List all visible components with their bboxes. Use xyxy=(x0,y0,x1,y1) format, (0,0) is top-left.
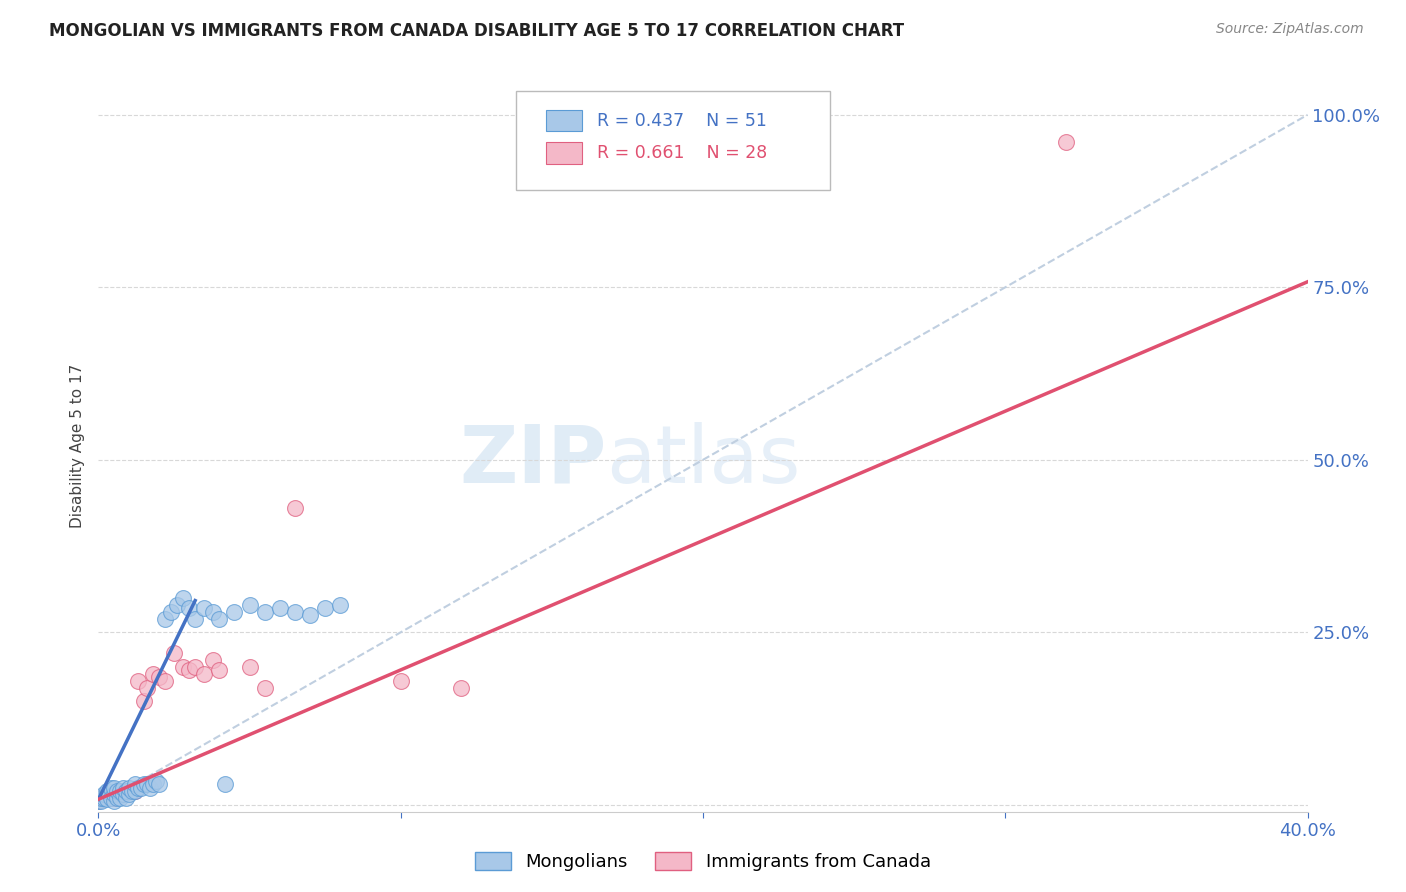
Point xyxy=(103,791,125,805)
Point xyxy=(96,784,118,798)
Point xyxy=(208,611,231,625)
Point xyxy=(111,780,134,795)
Point xyxy=(108,791,131,805)
Point xyxy=(114,784,136,798)
Point xyxy=(93,791,115,805)
Point xyxy=(139,780,162,795)
Point xyxy=(96,792,118,806)
Point xyxy=(148,670,170,684)
Text: ZIP: ZIP xyxy=(458,422,606,500)
Point xyxy=(208,663,231,677)
Point xyxy=(103,780,125,795)
Point xyxy=(108,784,131,798)
Point xyxy=(124,784,146,798)
Point xyxy=(253,681,276,695)
Point xyxy=(166,598,188,612)
Point xyxy=(389,673,412,688)
Point xyxy=(253,605,276,619)
Point xyxy=(142,666,165,681)
Point xyxy=(105,784,128,798)
Text: Source: ZipAtlas.com: Source: ZipAtlas.com xyxy=(1216,22,1364,37)
Point xyxy=(153,673,176,688)
Point xyxy=(132,694,155,708)
Point xyxy=(118,780,141,795)
Text: R = 0.437    N = 51: R = 0.437 N = 51 xyxy=(596,112,766,129)
Point xyxy=(90,791,112,805)
Point xyxy=(135,681,157,695)
Y-axis label: Disability Age 5 to 17: Disability Age 5 to 17 xyxy=(69,364,84,528)
Point xyxy=(118,784,141,798)
Point xyxy=(135,777,157,791)
Point xyxy=(284,605,307,619)
Text: R = 0.661    N = 28: R = 0.661 N = 28 xyxy=(596,145,766,162)
Point xyxy=(193,666,215,681)
Point xyxy=(145,773,167,788)
Point xyxy=(124,784,146,798)
Point xyxy=(103,794,125,808)
Point xyxy=(148,777,170,791)
Point xyxy=(90,794,112,808)
Point xyxy=(114,791,136,805)
Point xyxy=(269,601,291,615)
Point xyxy=(90,791,112,805)
Point xyxy=(111,788,134,802)
Point xyxy=(111,788,134,802)
Point xyxy=(124,777,146,791)
Point xyxy=(214,777,236,791)
Point xyxy=(202,605,225,619)
Point xyxy=(100,791,122,805)
Point xyxy=(121,784,143,798)
Point xyxy=(118,788,141,802)
Point xyxy=(314,601,336,615)
Point xyxy=(93,788,115,802)
Point xyxy=(184,611,207,625)
Point xyxy=(239,660,262,674)
Point xyxy=(100,780,122,795)
Point xyxy=(179,601,201,615)
Point xyxy=(1054,136,1077,150)
Point xyxy=(142,777,165,791)
Point xyxy=(132,777,155,791)
Legend: Mongolians, Immigrants from Canada: Mongolians, Immigrants from Canada xyxy=(468,845,938,879)
Point xyxy=(105,791,128,805)
Point xyxy=(329,598,352,612)
Point xyxy=(160,605,183,619)
Point xyxy=(450,681,472,695)
Point xyxy=(239,598,262,612)
Point xyxy=(87,794,110,808)
Point xyxy=(127,780,149,795)
Bar xyxy=(546,143,582,164)
Point xyxy=(284,501,307,516)
Point xyxy=(224,605,246,619)
FancyBboxPatch shape xyxy=(516,91,830,190)
Point xyxy=(179,663,201,677)
Point xyxy=(163,646,186,660)
Point xyxy=(299,608,322,623)
Point xyxy=(127,673,149,688)
Bar xyxy=(546,110,582,131)
Point xyxy=(93,791,115,805)
Point xyxy=(202,653,225,667)
Text: MONGOLIAN VS IMMIGRANTS FROM CANADA DISABILITY AGE 5 TO 17 CORRELATION CHART: MONGOLIAN VS IMMIGRANTS FROM CANADA DISA… xyxy=(49,22,904,40)
Point xyxy=(96,791,118,805)
Point xyxy=(87,794,110,808)
Point xyxy=(129,780,152,795)
Point xyxy=(184,660,207,674)
Text: atlas: atlas xyxy=(606,422,800,500)
Point xyxy=(193,601,215,615)
Point xyxy=(172,660,194,674)
Point xyxy=(153,611,176,625)
Point xyxy=(108,788,131,802)
Point xyxy=(103,788,125,802)
Point xyxy=(172,591,194,605)
